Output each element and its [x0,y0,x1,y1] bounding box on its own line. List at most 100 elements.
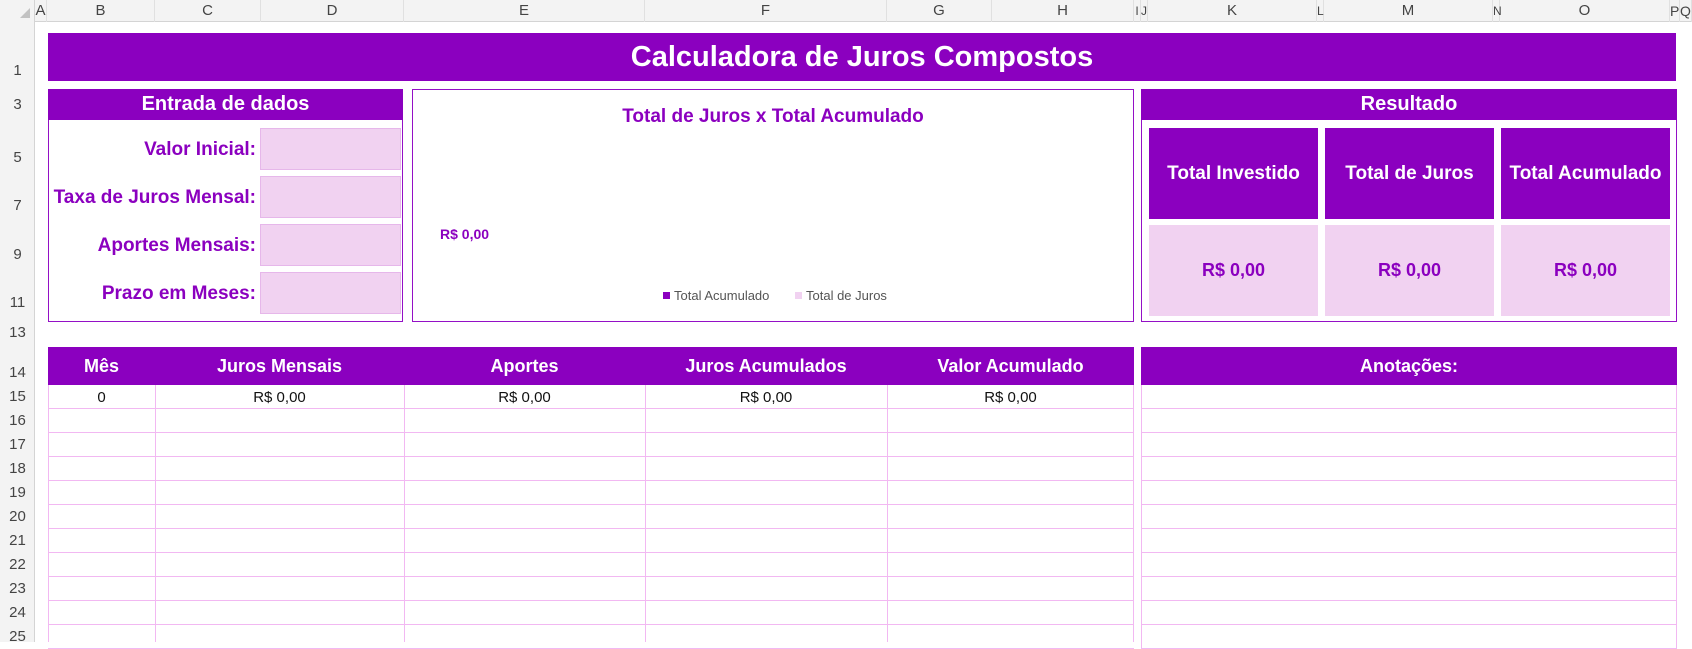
row-header-13[interactable]: 13 [9,324,26,341]
column-header-j[interactable]: J [1141,0,1148,22]
row-header-9[interactable]: 9 [13,246,22,263]
column-month-header: Mês [48,347,155,385]
column-accumulated-interest-header: Juros Acumulados [645,347,887,385]
table-divider [404,385,405,642]
column-header-h[interactable]: H [992,0,1134,22]
table-row[interactable] [48,625,1134,649]
row-header-19[interactable]: 19 [9,484,26,501]
notes-row[interactable] [1141,625,1677,649]
input-panel-header: Entrada de dados [48,89,403,120]
row-header-24[interactable]: 24 [9,604,26,621]
column-header-l[interactable]: L [1317,0,1324,22]
total-invested-label: Total Investido [1149,128,1318,219]
chart-panel[interactable] [412,89,1134,322]
row-header-3[interactable]: 3 [13,96,22,113]
select-all-corner[interactable] [0,0,35,22]
column-header-p[interactable]: P [1670,0,1680,22]
column-header-bar: A B C D E F G H I J K L M N O P Q [0,0,1692,22]
notes-row[interactable] [1141,481,1677,505]
table-divider [155,385,156,642]
column-header-e[interactable]: E [404,0,645,22]
row-header-23[interactable]: 23 [9,580,26,597]
result-panel-header: Resultado [1141,89,1677,120]
legend-swatch-icon [795,292,802,299]
table-row[interactable] [48,409,1134,433]
table-row[interactable] [48,481,1134,505]
column-header-i[interactable]: I [1134,0,1141,22]
cell-accumulated-value[interactable]: R$ 0,00 [984,389,1037,406]
column-contributions-header: Aportes [404,347,645,385]
row-header-1[interactable]: 1 [13,62,22,79]
notes-row[interactable] [1141,385,1677,409]
row-header-17[interactable]: 17 [9,436,26,453]
table-divider [645,385,646,642]
legend-label: Total Acumulado [674,288,770,303]
row-header-7[interactable]: 7 [13,197,22,214]
column-accumulated-value-header: Valor Acumulado [887,347,1134,385]
cell-contributions[interactable]: R$ 0,00 [498,389,551,406]
cell-month[interactable]: 0 [97,389,106,406]
table-row[interactable] [48,433,1134,457]
monthly-contribution-input[interactable] [260,224,401,266]
monthly-contribution-label: Aportes Mensais: [97,235,256,256]
notes-row[interactable] [1141,457,1677,481]
table-row[interactable] [48,385,1134,409]
table-row[interactable] [48,457,1134,481]
row-header-15[interactable]: 15 [9,388,26,405]
table-row[interactable] [48,505,1134,529]
row-header-14[interactable]: 14 [9,364,26,381]
cell-accumulated-interest[interactable]: R$ 0,00 [739,389,793,406]
row-header-21[interactable]: 21 [9,532,26,549]
column-header-f[interactable]: F [645,0,887,22]
column-header-q[interactable]: Q [1680,0,1692,22]
chart-title: Total de Juros x Total Acumulado [622,106,924,127]
notes-row[interactable] [1141,577,1677,601]
legend-label: Total de Juros [806,288,887,303]
table-divider [1133,385,1134,642]
column-header-d[interactable]: D [261,0,404,22]
column-header-b[interactable]: B [47,0,155,22]
table-row[interactable] [48,553,1134,577]
row-header-18[interactable]: 18 [9,460,26,477]
row-header-25[interactable]: 25 [9,628,26,645]
legend-total-juros: Total de Juros [795,287,887,305]
table-row[interactable] [48,577,1134,601]
total-accumulated-value: R$ 0,00 [1501,225,1670,316]
column-header-o[interactable]: O [1500,0,1670,22]
row-header-22[interactable]: 22 [9,556,26,573]
notes-row[interactable] [1141,529,1677,553]
column-header-a[interactable]: A [35,0,47,22]
legend-swatch-icon [663,292,670,299]
total-interest-value: R$ 0,00 [1325,225,1494,316]
column-header-n[interactable]: N [1493,0,1502,22]
row-header-11[interactable]: 11 [9,294,26,311]
column-monthly-interest-header: Juros Mensais [155,347,404,385]
table-divider [887,385,888,642]
notes-row[interactable] [1141,553,1677,577]
notes-header: Anotações: [1141,347,1677,385]
notes-row[interactable] [1141,505,1677,529]
column-header-g[interactable]: G [887,0,992,22]
table-row[interactable] [48,601,1134,625]
initial-value-label: Valor Inicial: [144,139,256,160]
total-invested-value: R$ 0,00 [1149,225,1318,316]
term-months-input[interactable] [260,272,401,314]
column-header-c[interactable]: C [155,0,261,22]
table-divider [48,385,49,642]
total-accumulated-label: Total Acumulado [1501,128,1670,219]
initial-value-input[interactable] [260,128,401,170]
column-header-m[interactable]: M [1324,0,1493,22]
row-header-bar [0,22,35,642]
row-header-5[interactable]: 5 [13,149,22,166]
notes-row[interactable] [1141,601,1677,625]
notes-row[interactable] [1141,409,1677,433]
row-header-16[interactable]: 16 [9,412,26,429]
row-header-20[interactable]: 20 [9,508,26,525]
cell-monthly-interest[interactable]: R$ 0,00 [253,389,306,406]
notes-row[interactable] [1141,433,1677,457]
table-row[interactable] [48,529,1134,553]
total-interest-label: Total de Juros [1325,128,1494,219]
page-title: Calculadora de Juros Compostos [48,33,1676,81]
monthly-rate-input[interactable] [260,176,401,218]
column-header-k[interactable]: K [1148,0,1317,22]
